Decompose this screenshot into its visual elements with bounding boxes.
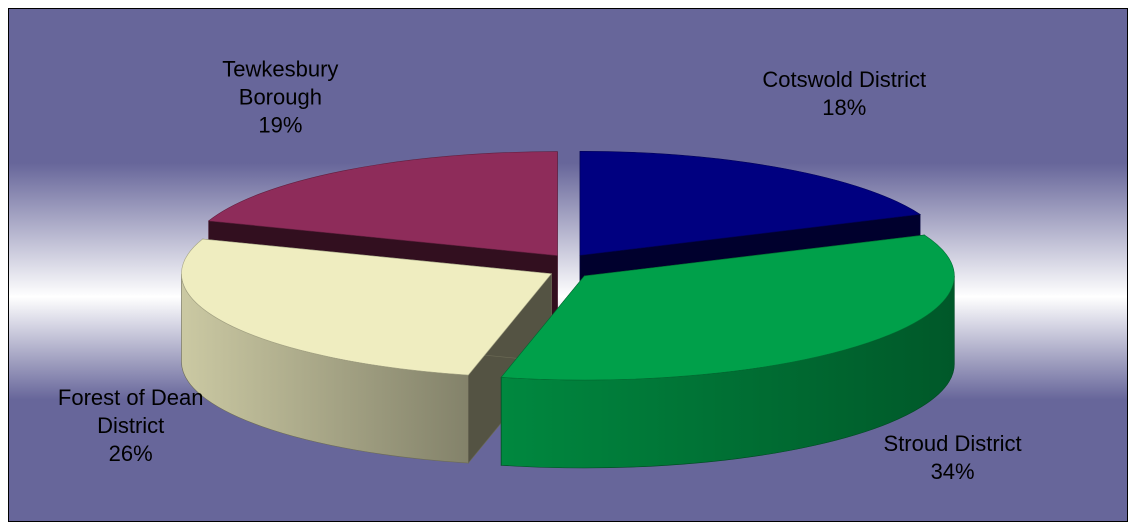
pie-slice [181, 238, 553, 464]
slice-top [181, 238, 553, 376]
slice-name: Forest of Dean [58, 385, 204, 410]
slice-percent: 34% [931, 459, 975, 484]
slice-name: District [97, 413, 164, 438]
chart-area: Cotswold District 18% Stroud District 34% Fo… [8, 8, 1128, 522]
slice-name: Borough [239, 85, 322, 110]
slice-top [500, 234, 955, 381]
slice-percent: 18% [822, 95, 866, 120]
slice-label: Forest of Dean District 26% [58, 385, 204, 466]
slice-percent: 19% [258, 113, 302, 138]
pie-chart: Cotswold District 18% Stroud District 34% Fo… [9, 9, 1127, 521]
slice-name: Cotswold District [762, 67, 926, 92]
slice-name: Tewkesbury [222, 57, 338, 82]
slice-percent: 26% [109, 441, 153, 466]
labels-layer: Cotswold District 18% Stroud District 34% Fo… [58, 57, 1022, 485]
slice-label: Cotswold District 18% [762, 67, 926, 120]
slice-label: Stroud District 34% [884, 431, 1022, 484]
pie-slice [500, 234, 955, 469]
slice-name: Stroud District [884, 431, 1022, 456]
slice-label: Tewkesbury Borough 19% [222, 57, 338, 138]
slices-layer [181, 151, 955, 469]
slice-top [579, 151, 921, 256]
slice-top [207, 151, 558, 256]
